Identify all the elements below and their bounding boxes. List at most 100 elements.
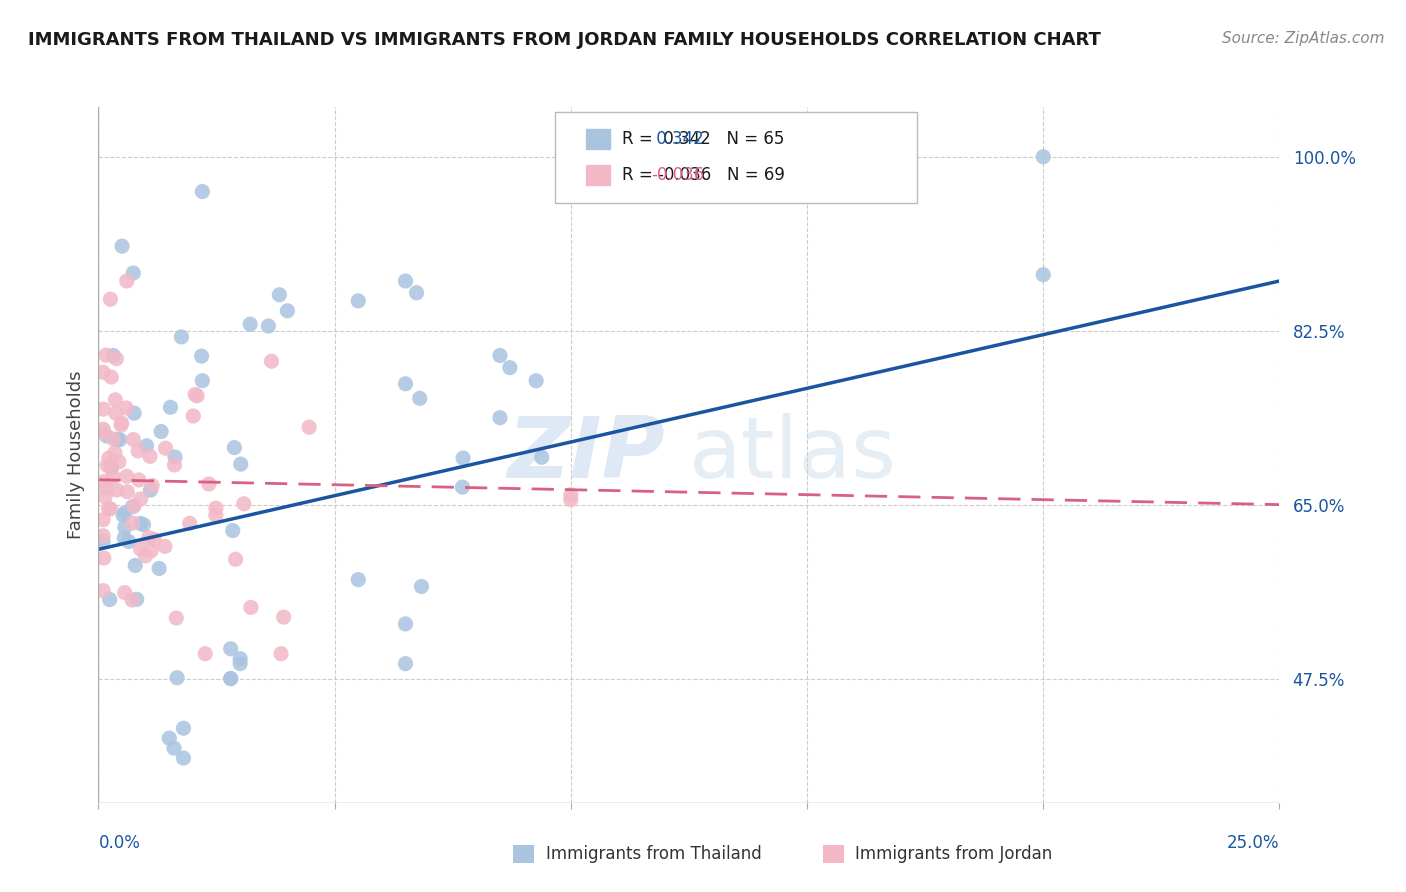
Text: 0.342: 0.342 <box>651 130 704 148</box>
Point <box>103 348 125 362</box>
Point <box>163 741 186 756</box>
Point <box>105 351 128 366</box>
Point <box>124 558 146 573</box>
Point <box>229 651 252 665</box>
Point <box>347 293 370 308</box>
Text: atlas: atlas <box>689 413 897 497</box>
Point <box>97 451 120 466</box>
Text: ZIP: ZIP <box>508 413 665 497</box>
Point <box>96 481 118 495</box>
Point <box>198 477 221 491</box>
Point <box>112 531 135 545</box>
Point <box>270 647 292 661</box>
Point <box>121 500 143 514</box>
Point <box>129 542 152 557</box>
Point <box>129 491 152 506</box>
Point <box>111 239 134 253</box>
Point <box>139 543 162 558</box>
Point <box>260 354 283 368</box>
Point <box>122 433 145 447</box>
Point <box>112 508 135 523</box>
Point <box>100 501 122 516</box>
Point <box>121 593 143 607</box>
Point <box>1032 268 1054 282</box>
Text: IMMIGRANTS FROM THAILAND VS IMMIGRANTS FROM JORDAN FAMILY HOUSEHOLDS CORRELATION: IMMIGRANTS FROM THAILAND VS IMMIGRANTS F… <box>28 31 1101 49</box>
Point <box>117 484 139 499</box>
Point <box>229 657 252 671</box>
Point <box>97 501 120 516</box>
Text: Immigrants from Thailand: Immigrants from Thailand <box>546 845 761 863</box>
Point <box>186 389 208 403</box>
Point <box>347 573 370 587</box>
Point <box>394 274 416 288</box>
Text: Immigrants from Jordan: Immigrants from Jordan <box>855 845 1052 863</box>
Point <box>129 516 152 531</box>
Point <box>489 410 512 425</box>
Point <box>405 285 427 300</box>
Point <box>105 433 128 447</box>
Point <box>110 416 132 430</box>
Point <box>394 376 416 391</box>
Point <box>159 401 181 415</box>
Point <box>115 274 138 288</box>
Point <box>524 374 547 388</box>
Point <box>394 657 416 671</box>
Point <box>103 432 125 446</box>
Point <box>115 469 138 483</box>
Text: -0.036: -0.036 <box>651 166 704 184</box>
Point <box>93 475 115 489</box>
Point <box>411 579 433 593</box>
Point <box>451 480 474 494</box>
Point <box>100 460 122 475</box>
Point <box>166 671 188 685</box>
Point <box>257 319 280 334</box>
Point <box>194 647 217 661</box>
Point <box>273 610 295 624</box>
Point <box>530 450 553 465</box>
Point <box>100 292 122 306</box>
Point <box>184 387 207 401</box>
Point <box>170 330 193 344</box>
Text: 25.0%: 25.0% <box>1227 834 1279 852</box>
Point <box>394 616 416 631</box>
Text: 0.0%: 0.0% <box>98 834 141 852</box>
Point <box>101 469 124 483</box>
Point <box>114 520 136 534</box>
Point <box>91 422 114 436</box>
Bar <box>823 845 844 863</box>
Point <box>451 451 474 466</box>
Point <box>100 370 122 384</box>
Point <box>499 360 522 375</box>
Point <box>104 446 127 460</box>
Point <box>219 672 242 686</box>
Point <box>219 641 242 656</box>
Point <box>104 392 127 407</box>
Point <box>229 457 252 471</box>
Point <box>560 488 582 502</box>
Point <box>104 406 127 420</box>
Point <box>560 492 582 507</box>
Point <box>148 561 170 575</box>
Point <box>232 497 254 511</box>
Point <box>1032 150 1054 164</box>
Point <box>110 418 132 433</box>
Point <box>239 317 262 331</box>
Point <box>96 458 118 473</box>
Point <box>125 592 148 607</box>
Point <box>108 455 131 469</box>
Point <box>114 506 136 520</box>
Point <box>239 600 262 615</box>
Point <box>205 501 228 516</box>
Bar <box>513 845 534 863</box>
Point <box>122 406 145 420</box>
Point <box>224 441 246 455</box>
Point <box>155 441 177 455</box>
Point <box>122 266 145 280</box>
Point <box>122 499 145 513</box>
Point <box>222 524 245 538</box>
Point <box>121 516 143 531</box>
Point <box>91 365 114 379</box>
Point <box>163 450 186 464</box>
Point <box>143 533 166 547</box>
Point <box>134 549 156 563</box>
